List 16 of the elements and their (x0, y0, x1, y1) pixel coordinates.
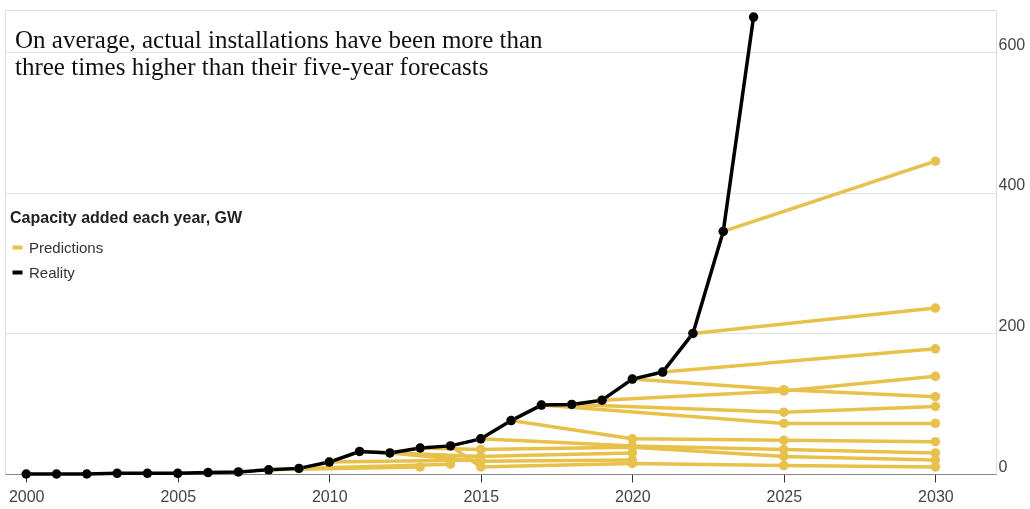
y-tick-label: 600 (998, 35, 1026, 53)
text: On average, actual installations have been more than (15, 26, 543, 53)
text: three times higher than their five-year forecasts (15, 53, 489, 80)
x-tick-label: 2020 (615, 487, 651, 505)
legend-title: Capacity added each year, GW (10, 209, 243, 226)
legend-label: Predictions (29, 238, 104, 256)
x-tick-label: 2025 (766, 487, 803, 505)
y-tick-label: 0 (998, 457, 1008, 475)
y-tick-label: 400 (998, 176, 1026, 194)
x-tick-label: 2000 (8, 487, 45, 505)
legend-label: Reality (29, 263, 76, 281)
x-tick-label: 2005 (160, 487, 197, 505)
x-tick-label: 2030 (918, 487, 954, 505)
y-tick-label: 200 (998, 316, 1026, 334)
x-tick-label: 2010 (311, 487, 348, 505)
x-tick-label: 2015 (463, 487, 500, 505)
